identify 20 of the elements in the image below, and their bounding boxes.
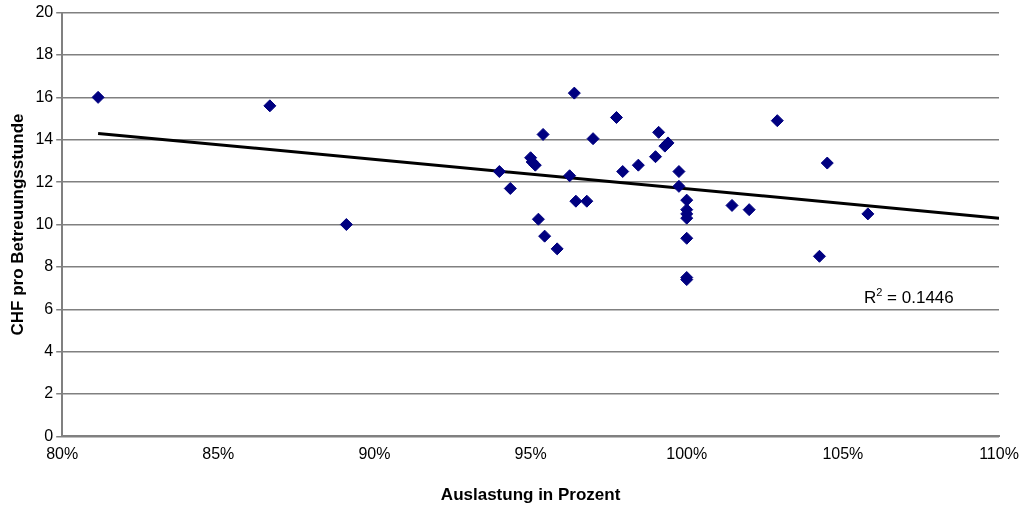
y-tick-label: 12 [35, 172, 54, 190]
x-tick-label: 90% [358, 445, 391, 463]
x-tick-label: 105% [822, 445, 864, 463]
y-tick-label: 18 [35, 45, 54, 63]
x-tick-label: 95% [514, 445, 547, 463]
x-tick-label: 80% [46, 445, 79, 463]
y-tick-label: 0 [44, 426, 54, 444]
y-tick-label: 8 [44, 257, 54, 275]
x-tick-label: 100% [666, 445, 708, 463]
y-tick-label: 2 [44, 384, 54, 402]
y-tick-label: 20 [35, 3, 54, 21]
x-axis-title: Auslastung in Prozent [440, 485, 621, 505]
y-tick-label: 16 [35, 87, 54, 105]
y-tick-label: 10 [35, 214, 54, 232]
y-tick-label: 4 [44, 342, 54, 360]
y-axis-title: CHF pro Betreuungsstunde [7, 113, 27, 336]
x-tick-label: 85% [202, 445, 235, 463]
y-tick-label: 6 [44, 299, 54, 317]
x-tick-label: 110% [979, 445, 1019, 463]
y-tick-label: 14 [35, 130, 54, 148]
